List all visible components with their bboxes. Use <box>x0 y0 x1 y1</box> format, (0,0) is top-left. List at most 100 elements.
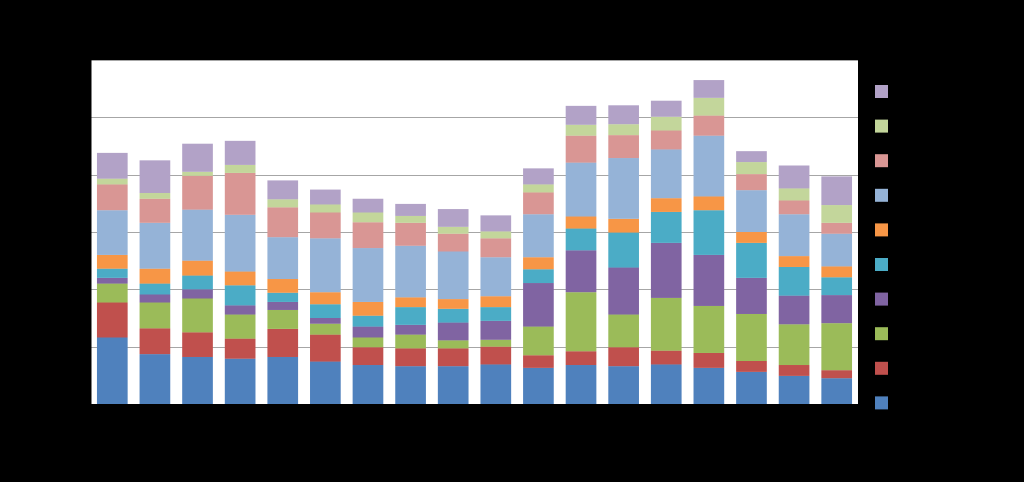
bar-segment-8 <box>693 115 725 136</box>
bar-segment-6 <box>650 198 682 212</box>
bar-segment-10 <box>608 105 639 125</box>
legend <box>875 85 888 410</box>
bar-segment-3 <box>778 324 810 366</box>
gridlines <box>91 60 858 348</box>
bar-segment-9 <box>267 199 299 208</box>
bar-segment-3 <box>650 297 682 351</box>
bar-segment-10 <box>650 100 682 117</box>
bar-segment-6 <box>608 218 639 233</box>
bar-segment-9 <box>523 184 554 193</box>
bar-segment-3 <box>352 337 384 348</box>
bar-segment-1 <box>778 375 810 404</box>
bar-segment-5 <box>182 275 213 290</box>
bar-segment-8 <box>608 135 639 159</box>
bar-segment-10 <box>480 215 512 232</box>
bar-segment-6 <box>352 301 384 316</box>
bar-segment-5 <box>565 228 597 251</box>
bar-segment-7 <box>96 210 128 255</box>
bar-segment-2 <box>821 370 853 379</box>
bar-stack <box>182 143 213 404</box>
bar-segment-8 <box>650 130 682 150</box>
bar-segment-9 <box>608 124 639 136</box>
bar-segment-2 <box>96 302 128 338</box>
bar-stack <box>310 189 341 404</box>
bar-segment-9 <box>693 97 725 116</box>
bar-segment-1 <box>139 354 171 404</box>
bar-segment-10 <box>437 209 469 227</box>
bar-segment-9 <box>565 124 597 136</box>
bar-segment-1 <box>310 361 341 404</box>
bar-segment-4 <box>693 254 725 306</box>
bar-segment-2 <box>480 346 512 365</box>
bar-segment-6 <box>693 196 725 211</box>
bar-stack <box>650 100 682 404</box>
bar-stack <box>608 105 639 404</box>
bar-segment-4 <box>821 295 853 324</box>
bar-segment-7 <box>650 149 682 199</box>
bar-segment-1 <box>96 337 128 404</box>
bar-segment-7 <box>395 245 426 298</box>
bar-segment-1 <box>608 366 639 404</box>
bar-segment-7 <box>139 222 171 269</box>
bar-segment-10 <box>821 176 853 206</box>
bar-segment-2 <box>608 347 639 367</box>
bar-segment-4 <box>480 320 512 340</box>
legend-swatch-9 <box>875 119 888 133</box>
bar-segment-6 <box>821 266 853 278</box>
bar-segment-4 <box>267 301 299 310</box>
bar-segment-7 <box>310 238 341 293</box>
legend-swatch-6 <box>875 223 888 237</box>
bar-segment-6 <box>267 279 299 293</box>
bars <box>96 80 853 404</box>
bar-segment-8 <box>523 192 554 215</box>
bar-segment-10 <box>693 80 725 98</box>
bar-segment-3 <box>693 305 725 353</box>
bar-segment-10 <box>139 160 171 194</box>
bar-segment-2 <box>650 350 682 365</box>
bar-segment-5 <box>778 266 810 296</box>
bar-segment-10 <box>395 203 426 216</box>
bar-segment-8 <box>821 222 853 234</box>
bar-segment-10 <box>182 143 213 172</box>
bar-stack <box>821 176 853 404</box>
bar-segment-1 <box>821 378 853 404</box>
bar-segment-6 <box>565 216 597 229</box>
bar-segment-1 <box>480 364 512 404</box>
bar-segment-2 <box>352 347 384 366</box>
bar-segment-2 <box>267 328 299 357</box>
bar-segment-8 <box>778 200 810 215</box>
bar-segment-9 <box>650 116 682 131</box>
legend-swatch-10 <box>875 85 888 98</box>
bar-segment-3 <box>565 292 597 352</box>
legend-swatch-8 <box>875 154 888 168</box>
bar-segment-5 <box>310 304 341 318</box>
bar-segment-7 <box>608 158 639 219</box>
bar-segment-7 <box>224 214 256 272</box>
bar-segment-6 <box>139 268 171 284</box>
bar-segment-8 <box>182 175 213 210</box>
bar-segment-8 <box>437 233 469 252</box>
legend-swatch-2 <box>875 361 888 375</box>
bar-segment-6 <box>182 260 213 276</box>
bar-segment-2 <box>778 365 810 376</box>
bar-segment-7 <box>437 251 469 300</box>
bar-stack <box>267 180 299 404</box>
bar-segment-8 <box>352 222 384 249</box>
bar-segment-7 <box>778 214 810 257</box>
bar-segment-4 <box>778 295 810 325</box>
bar-segment-7 <box>821 233 853 267</box>
bar-segment-8 <box>310 212 341 239</box>
bar-stack <box>224 140 256 404</box>
bar-segment-5 <box>523 269 554 284</box>
bar-segment-9 <box>182 171 213 176</box>
bar-segment-1 <box>437 366 469 404</box>
bar-segment-3 <box>523 326 554 356</box>
bar-segment-9 <box>395 215 426 223</box>
bar-segment-1 <box>736 371 767 404</box>
bar-segment-2 <box>523 355 554 368</box>
bar-segment-4 <box>139 294 171 303</box>
bar-segment-10 <box>778 165 810 189</box>
bar-segment-1 <box>395 366 426 404</box>
bar-segment-1 <box>352 365 384 404</box>
